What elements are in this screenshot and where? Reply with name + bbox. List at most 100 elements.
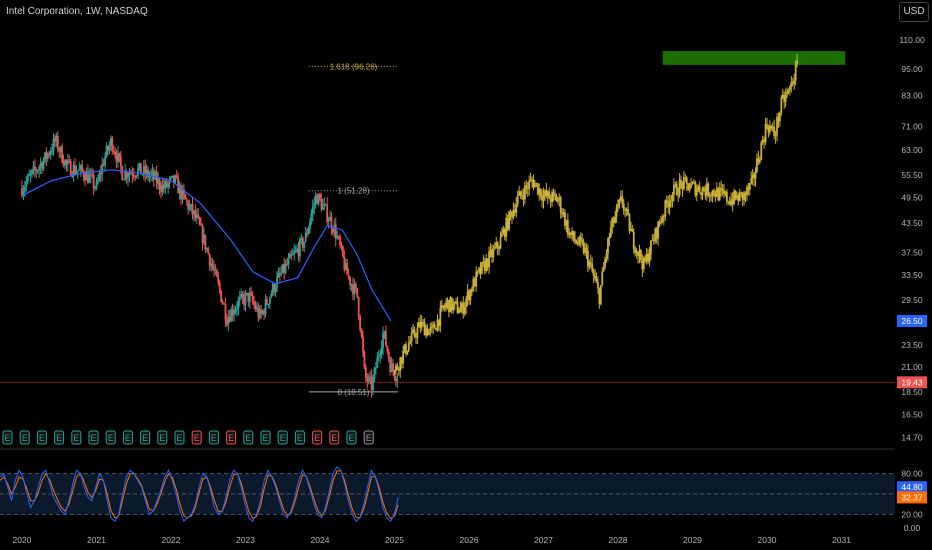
candle-body: [184, 194, 187, 200]
candle-body: [425, 328, 427, 336]
candle-body: [513, 209, 516, 213]
candle-body: [124, 171, 127, 180]
candle-body: [605, 253, 608, 259]
candle-body: [681, 182, 684, 190]
candle-body: [717, 188, 720, 200]
candle-body: [794, 64, 797, 81]
earnings-marker[interactable]: E: [208, 430, 219, 445]
candle-body: [65, 160, 68, 165]
candle-body: [300, 237, 303, 240]
candle-body: [228, 317, 231, 322]
candle-body: [505, 217, 508, 237]
candle-body: [417, 321, 420, 328]
candle-body: [734, 191, 737, 199]
candle-body: [492, 248, 495, 258]
candle-body: [48, 153, 51, 155]
candle-body: [482, 261, 485, 263]
candle-body: [601, 271, 604, 286]
candle-body: [333, 224, 336, 233]
candle-body: [503, 229, 506, 237]
earnings-marker[interactable]: E: [105, 430, 116, 445]
candle-body: [281, 264, 284, 273]
earnings-marker-box: [19, 430, 30, 445]
candle-body: [546, 191, 549, 197]
candle-body: [508, 211, 511, 230]
candle-body: [236, 308, 238, 310]
candle-body: [469, 289, 472, 301]
candle-body: [254, 304, 257, 310]
earnings-marker-box: [346, 430, 357, 445]
earnings-marker-label: E: [262, 433, 268, 443]
candle-body: [208, 254, 211, 266]
earnings-marker[interactable]: E: [243, 430, 254, 445]
candle-body: [69, 160, 72, 176]
candle-body: [23, 186, 26, 191]
candle-body: [438, 319, 440, 326]
earnings-marker[interactable]: E: [346, 430, 357, 445]
candle-body: [661, 217, 664, 223]
candle-body: [675, 184, 678, 195]
earnings-marker[interactable]: E: [329, 430, 340, 445]
candle-body: [701, 187, 704, 196]
candle-body: [36, 170, 39, 172]
earnings-marker-label: E: [297, 433, 303, 443]
candle-body: [117, 152, 119, 163]
candle-body: [522, 195, 525, 200]
candle-body: [698, 186, 701, 193]
earnings-marker[interactable]: E: [2, 430, 13, 445]
candle-body: [164, 180, 167, 189]
price-axis-bg: [895, 0, 932, 550]
earnings-marker[interactable]: E: [122, 430, 133, 445]
candle-body: [287, 258, 290, 265]
candle-body: [771, 126, 774, 129]
stoch-tick-label: 20.00: [901, 509, 923, 519]
candle-body: [415, 336, 417, 338]
price-tick-label: 29.50: [901, 295, 923, 305]
stoch-tick-label: 80.00: [901, 469, 923, 479]
price-tag-label: 26.50: [901, 316, 923, 326]
earnings-marker[interactable]: E: [277, 430, 288, 445]
earnings-marker[interactable]: E: [88, 430, 99, 445]
earnings-marker[interactable]: E: [54, 430, 65, 445]
earnings-marker[interactable]: E: [294, 430, 305, 445]
candle-body: [211, 263, 214, 268]
candle-body: [311, 206, 314, 214]
earnings-marker[interactable]: E: [36, 430, 47, 445]
candle-body: [475, 271, 478, 287]
candle-body: [727, 201, 730, 203]
earnings-marker[interactable]: E: [19, 430, 30, 445]
candle-body: [87, 171, 89, 183]
candle-body: [677, 194, 680, 196]
earnings-marker[interactable]: E: [260, 430, 271, 445]
earnings-marker-label: E: [176, 433, 182, 443]
candle-body: [326, 204, 329, 222]
candle-body: [125, 171, 128, 179]
candle-body: [582, 242, 585, 253]
candle-body: [750, 178, 753, 184]
earnings-marker[interactable]: E: [312, 430, 323, 445]
price-tick-label: 43.50: [901, 218, 923, 228]
currency-button[interactable]: USD: [899, 2, 929, 22]
candle-body: [380, 347, 383, 354]
time-tick-label: 2025: [385, 535, 404, 545]
earnings-marker[interactable]: E: [363, 430, 374, 445]
earnings-marker[interactable]: E: [140, 430, 151, 445]
moving-average-line: [21, 169, 392, 322]
candle-body: [478, 267, 480, 271]
earnings-marker[interactable]: E: [174, 430, 185, 445]
earnings-marker[interactable]: E: [157, 430, 168, 445]
earnings-marker[interactable]: E: [226, 430, 237, 445]
earnings-marker[interactable]: E: [191, 430, 202, 445]
earnings-marker-label: E: [228, 433, 234, 443]
candle-body: [763, 139, 766, 142]
candle-body: [612, 217, 615, 223]
candle-body: [258, 309, 261, 318]
candle-body: [115, 155, 118, 163]
candle-body: [485, 258, 488, 272]
candle-body: [695, 189, 698, 196]
earnings-marker[interactable]: E: [71, 430, 82, 445]
candle-body: [427, 330, 430, 336]
candle-body: [317, 194, 320, 205]
